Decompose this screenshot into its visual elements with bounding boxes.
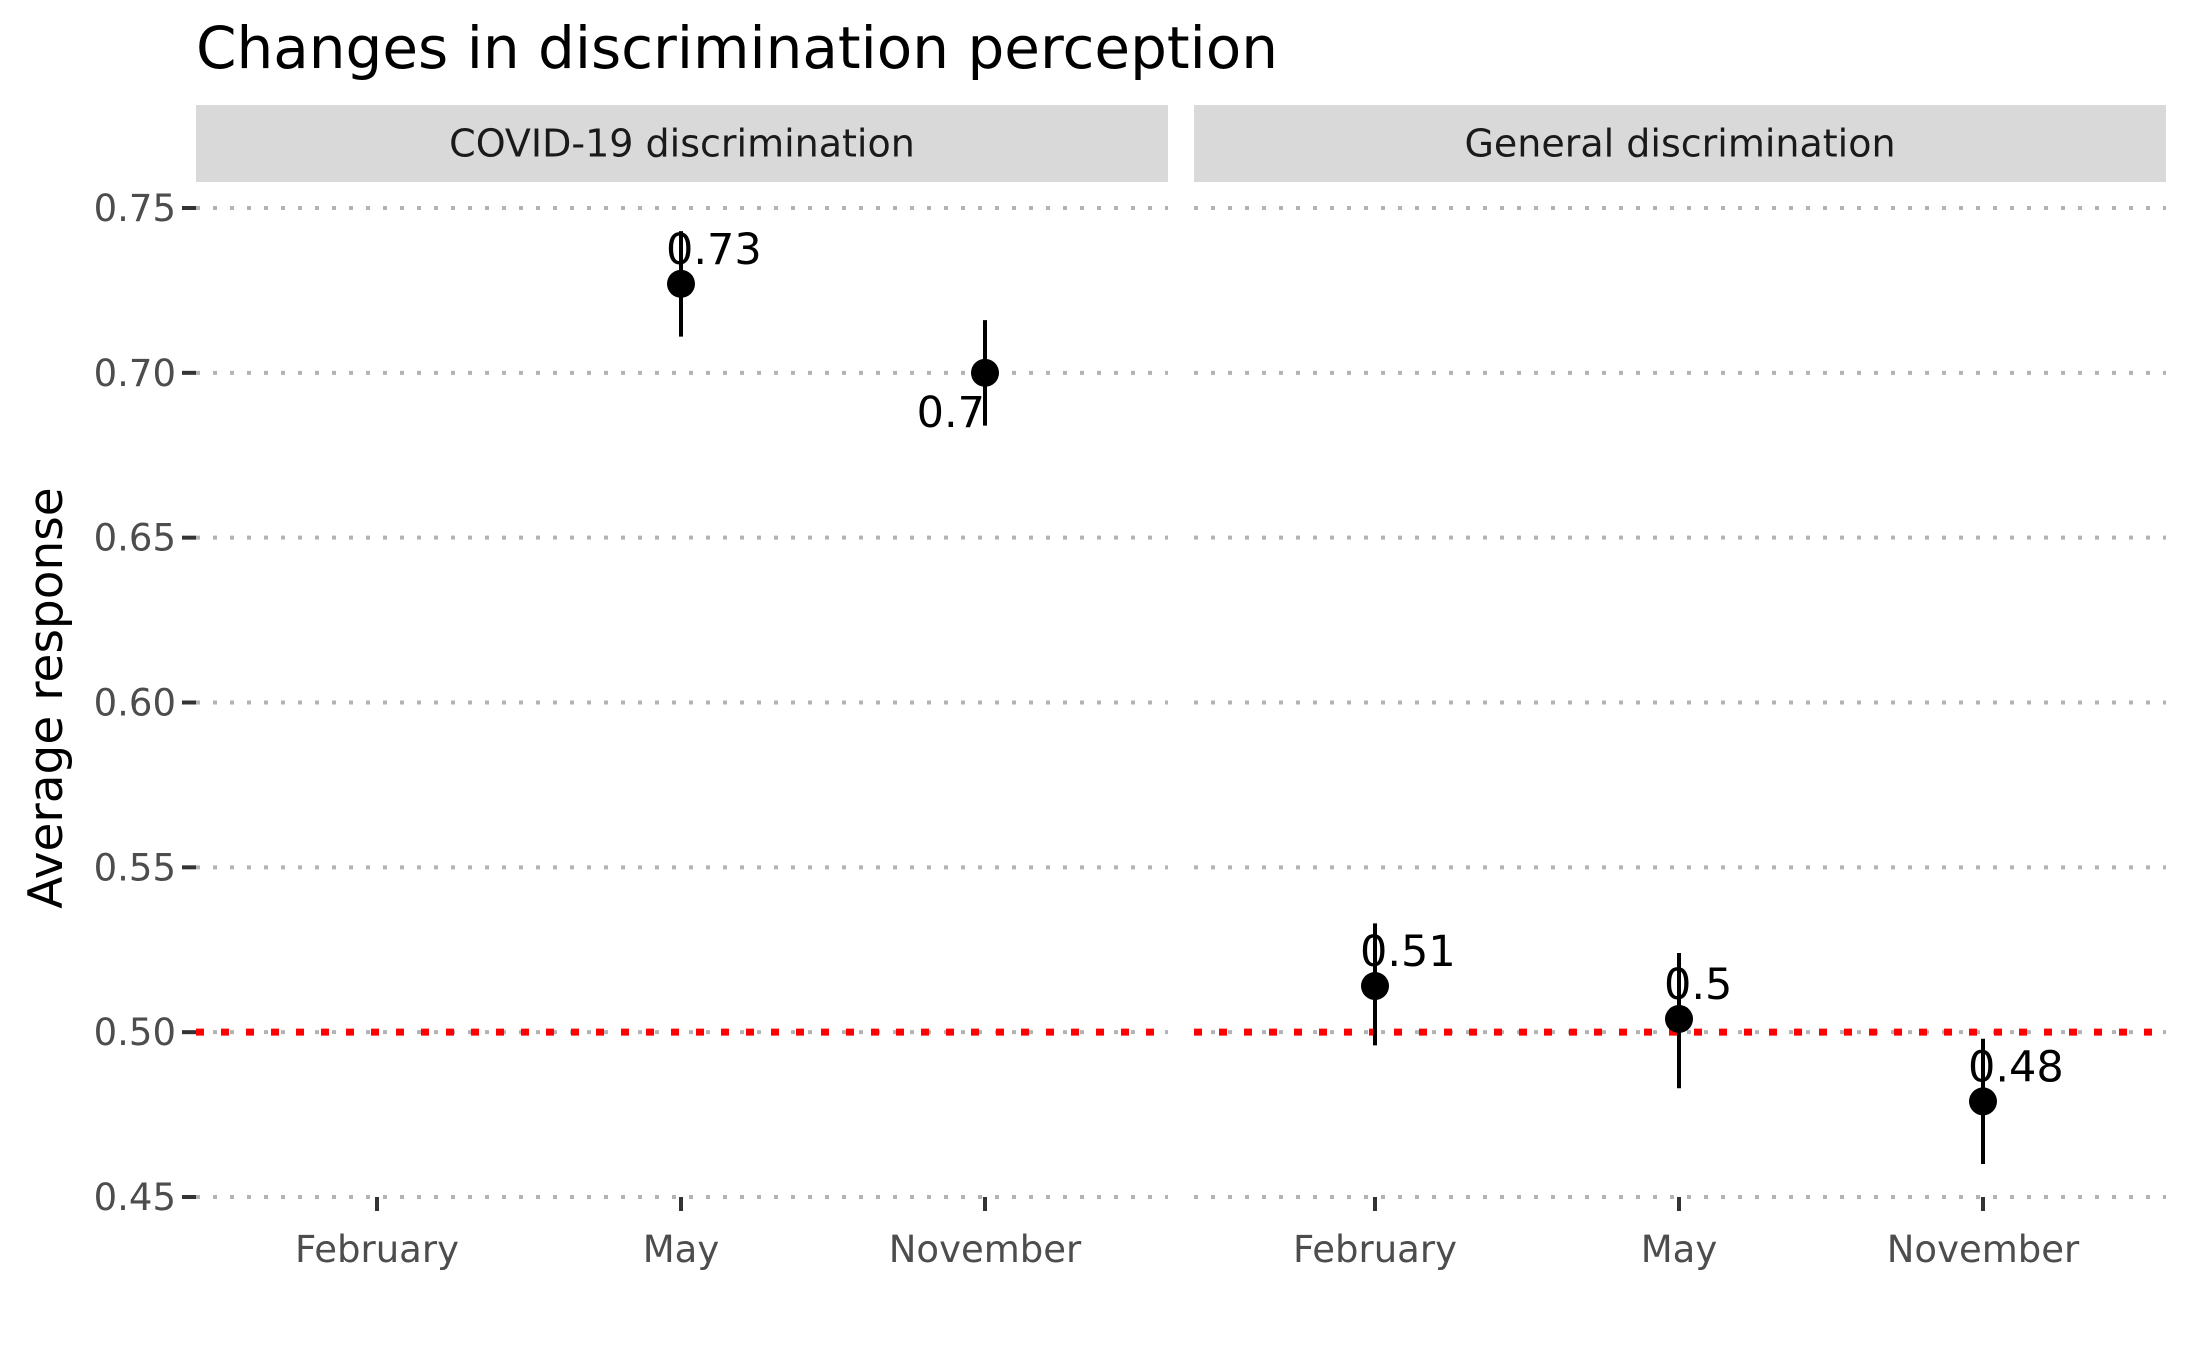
data-label: 0.73	[666, 225, 762, 275]
data-point	[971, 358, 999, 387]
y-tick-label: 0.70	[94, 352, 176, 395]
data-label: 0.7	[917, 388, 985, 438]
data-label: 0.51	[1360, 927, 1456, 977]
y-tick-label: 0.45	[94, 1176, 176, 1219]
x-tick-label: February	[1293, 1228, 1457, 1271]
facet-strip-label: COVID-19 discrimination	[449, 122, 915, 166]
data-point	[1665, 1004, 1693, 1033]
plot-layer: 0.45 0.50 0.55 0.60 0.65 0.70 0.75 COVID-19 dis…	[94, 105, 2166, 1271]
y-tick-label: 0.65	[94, 517, 176, 560]
chart-title: Changes in discrimination perception	[196, 14, 1278, 82]
y-tick-label: 0.50	[94, 1011, 176, 1054]
x-tick-label: November	[1887, 1228, 2080, 1271]
x-tick-label: February	[295, 1228, 459, 1271]
data-point	[667, 269, 695, 298]
y-tick-label: 0.55	[94, 846, 176, 889]
y-axis-title: Average response	[19, 487, 74, 908]
data-label: 0.48	[1968, 1042, 2064, 1092]
data-label: 0.5	[1664, 960, 1732, 1010]
facet-strip	[1194, 105, 2166, 182]
x-tick-label: May	[643, 1228, 720, 1271]
x-tick-label: May	[1641, 1228, 1718, 1271]
y-tick-label: 0.60	[94, 682, 176, 725]
facet-strip	[196, 105, 1168, 182]
y-tick-label: 0.75	[94, 187, 176, 230]
x-tick-label: November	[889, 1228, 1082, 1271]
facet-strip-label: General discrimination	[1464, 122, 1895, 166]
data-point	[1969, 1087, 1997, 1116]
data-point	[1361, 972, 1389, 1001]
